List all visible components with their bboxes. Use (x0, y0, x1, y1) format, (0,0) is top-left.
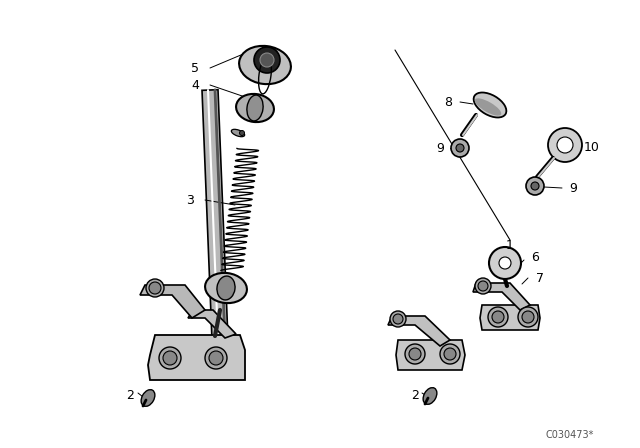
Polygon shape (473, 283, 530, 310)
Ellipse shape (440, 344, 460, 364)
Text: 9: 9 (436, 142, 444, 155)
Text: C030473*: C030473* (546, 430, 594, 440)
Circle shape (456, 144, 464, 152)
Circle shape (149, 282, 161, 294)
Circle shape (444, 348, 456, 360)
Ellipse shape (239, 46, 291, 84)
Circle shape (260, 53, 274, 67)
Text: 7: 7 (536, 271, 544, 284)
Circle shape (489, 247, 521, 279)
Ellipse shape (475, 99, 501, 116)
Circle shape (557, 137, 573, 153)
Circle shape (478, 281, 488, 291)
Ellipse shape (518, 307, 538, 327)
Circle shape (492, 311, 504, 323)
Polygon shape (140, 285, 205, 318)
Polygon shape (480, 305, 540, 330)
Text: 9: 9 (569, 181, 577, 194)
Ellipse shape (205, 273, 247, 303)
Polygon shape (388, 316, 450, 346)
Text: 5: 5 (191, 61, 199, 74)
Ellipse shape (236, 94, 274, 122)
Circle shape (522, 311, 534, 323)
Circle shape (163, 351, 177, 365)
Ellipse shape (423, 388, 437, 405)
Text: 2: 2 (411, 388, 419, 401)
Circle shape (209, 351, 223, 365)
Ellipse shape (488, 307, 508, 327)
Circle shape (548, 128, 582, 162)
Ellipse shape (146, 279, 164, 297)
Ellipse shape (247, 95, 263, 121)
Ellipse shape (390, 311, 406, 327)
Ellipse shape (141, 390, 155, 406)
Circle shape (531, 182, 539, 190)
Circle shape (499, 257, 511, 269)
Circle shape (409, 348, 421, 360)
Text: 6: 6 (531, 250, 539, 263)
Ellipse shape (475, 278, 491, 294)
Polygon shape (148, 335, 245, 380)
Ellipse shape (405, 344, 425, 364)
Circle shape (526, 177, 544, 195)
Polygon shape (188, 310, 236, 338)
Circle shape (451, 139, 469, 157)
Circle shape (239, 130, 244, 135)
Ellipse shape (217, 276, 235, 300)
Text: 3: 3 (186, 194, 194, 207)
Text: 4: 4 (191, 78, 199, 91)
Circle shape (254, 47, 280, 73)
Polygon shape (396, 340, 465, 370)
Text: 1: 1 (506, 238, 514, 251)
Ellipse shape (231, 129, 244, 137)
Text: 8: 8 (444, 95, 452, 108)
Text: 10: 10 (584, 141, 600, 154)
Ellipse shape (474, 92, 506, 117)
Ellipse shape (205, 347, 227, 369)
Text: 2: 2 (126, 388, 134, 401)
Polygon shape (202, 90, 228, 340)
Circle shape (393, 314, 403, 324)
Ellipse shape (159, 347, 181, 369)
